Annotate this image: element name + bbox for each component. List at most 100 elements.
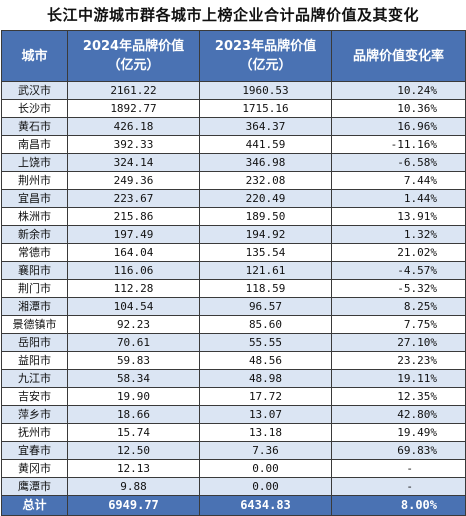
table-body: 武汉市 2161.22 1960.53 10.24% 长沙市 1892.77 1715.16… [1,81,466,496]
table-row: 襄阳市 116.06 121.61 -4.57% [1,261,466,280]
value-2023-cell: 121.61 [199,261,332,280]
change-rate-cell: 27.10% [331,333,466,352]
change-rate-cell: 13.91% [331,207,466,226]
value-2024-cell: 1892.77 [67,99,200,118]
table-row: 黄石市 426.18 364.37 16.96% [1,117,466,136]
total-row: 总计 6949.77 6434.83 8.00% [1,495,466,516]
table-row: 抚州市 15.74 13.18 19.49% [1,423,466,442]
change-rate-cell: 19.11% [331,369,466,388]
city-cell: 荆州市 [1,171,68,190]
header-2024-line1: 2024年品牌价值 [82,39,185,54]
value-2023-cell: 1960.53 [199,81,332,100]
value-2023-cell: 118.59 [199,279,332,298]
city-cell: 上饶市 [1,153,68,172]
value-2023-cell: 13.07 [199,405,332,424]
change-rate-cell: 12.35% [331,387,466,406]
table-row: 景德镇市 92.23 85.60 7.75% [1,315,466,334]
city-cell: 黄石市 [1,117,68,136]
total-2023-value: 6434.83 [199,495,332,516]
value-2024-cell: 116.06 [67,261,200,280]
value-2023-cell: 17.72 [199,387,332,406]
table-row: 荆门市 112.28 118.59 -5.32% [1,279,466,298]
value-2024-cell: 223.67 [67,189,200,208]
table-row: 常德市 164.04 135.54 21.02% [1,243,466,262]
table-row: 武汉市 2161.22 1960.53 10.24% [1,81,466,100]
change-rate-cell: 7.75% [331,315,466,334]
city-cell: 黄冈市 [1,459,68,478]
change-rate-cell: 10.24% [331,81,466,100]
change-rate-cell: -11.16% [331,135,466,154]
total-2024-value: 6949.77 [67,495,200,516]
table-row: 九江市 58.34 48.98 19.11% [1,369,466,388]
city-cell: 荆门市 [1,279,68,298]
value-2024-cell: 104.54 [67,297,200,316]
city-cell: 萍乡市 [1,405,68,424]
value-2023-cell: 189.50 [199,207,332,226]
change-rate-cell: -5.32% [331,279,466,298]
value-2023-cell: 85.60 [199,315,332,334]
change-rate-cell: 19.49% [331,423,466,442]
value-2023-cell: 135.54 [199,243,332,262]
value-2024-cell: 58.34 [67,369,200,388]
city-cell: 岳阳市 [1,333,68,352]
value-2024-cell: 70.61 [67,333,200,352]
value-2023-cell: 0.00 [199,459,332,478]
value-2024-cell: 426.18 [67,117,200,136]
value-2023-cell: 48.98 [199,369,332,388]
city-cell: 株洲市 [1,207,68,226]
value-2023-cell: 55.55 [199,333,332,352]
table-row: 吉安市 19.90 17.72 12.35% [1,387,466,406]
city-cell: 九江市 [1,369,68,388]
table-footer: 总计 6949.77 6434.83 8.00% [1,495,466,516]
value-2023-cell: 13.18 [199,423,332,442]
header-2024-value: 2024年品牌价值 （亿元） [67,30,200,82]
change-rate-cell: 10.36% [331,99,466,118]
header-2023-value: 2023年品牌价值 （亿元） [199,30,332,82]
table-row: 宜春市 12.50 7.36 69.83% [1,441,466,460]
value-2024-cell: 392.33 [67,135,200,154]
value-2023-cell: 96.57 [199,297,332,316]
value-2024-cell: 59.83 [67,351,200,370]
city-cell: 湘潭市 [1,297,68,316]
change-rate-cell: 7.44% [331,171,466,190]
table-row: 岳阳市 70.61 55.55 27.10% [1,333,466,352]
city-cell: 吉安市 [1,387,68,406]
city-cell: 新余市 [1,225,68,244]
city-cell: 景德镇市 [1,315,68,334]
header-2023-line1: 2023年品牌价值 [214,39,317,54]
city-cell: 常德市 [1,243,68,262]
change-rate-cell: - [331,477,466,496]
city-cell: 长沙市 [1,99,68,118]
city-cell: 益阳市 [1,351,68,370]
value-2023-cell: 194.92 [199,225,332,244]
change-rate-cell: 42.80% [331,405,466,424]
header-2024-line2: （亿元） [107,58,160,73]
total-label: 总计 [1,495,68,516]
value-2024-cell: 2161.22 [67,81,200,100]
change-rate-cell: 23.23% [331,351,466,370]
value-2024-cell: 215.86 [67,207,200,226]
header-city: 城市 [1,30,68,82]
value-2024-cell: 18.66 [67,405,200,424]
change-rate-cell: -4.57% [331,261,466,280]
header-2023-line2: （亿元） [239,58,292,73]
city-cell: 抚州市 [1,423,68,442]
total-change-rate: 8.00% [331,495,466,516]
change-rate-cell: 1.32% [331,225,466,244]
value-2024-cell: 112.28 [67,279,200,298]
value-2023-cell: 220.49 [199,189,332,208]
change-rate-cell: -6.58% [331,153,466,172]
change-rate-cell: 1.44% [331,189,466,208]
table-row: 萍乡市 18.66 13.07 42.80% [1,405,466,424]
brand-value-table: 城市 2024年品牌价值 （亿元） 2023年品牌价值 （亿元） 品牌价值变化率… [1,30,466,516]
value-2024-cell: 197.49 [67,225,200,244]
city-cell: 宜昌市 [1,189,68,208]
value-2023-cell: 232.08 [199,171,332,190]
table-row: 益阳市 59.83 48.56 23.23% [1,351,466,370]
city-cell: 武汉市 [1,81,68,100]
value-2023-cell: 441.59 [199,135,332,154]
table-row: 荆州市 249.36 232.08 7.44% [1,171,466,190]
value-2024-cell: 9.88 [67,477,200,496]
table-row: 宜昌市 223.67 220.49 1.44% [1,189,466,208]
